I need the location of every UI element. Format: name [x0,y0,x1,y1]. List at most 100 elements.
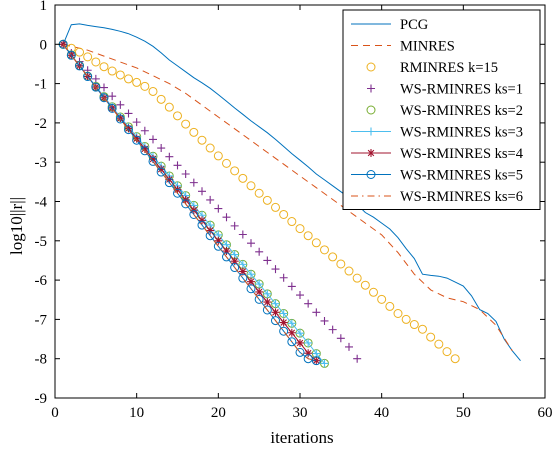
data-point [91,74,100,83]
legend-label: WS-RMINRES ks=5 [400,168,523,184]
data-point [164,102,174,112]
data-point [238,267,247,276]
legend-label: WS-RMINRES ks=1 [400,82,523,98]
data-point [230,250,239,259]
data-point [198,216,206,225]
data-point [173,161,182,170]
data-point [197,220,207,230]
legend-marker [366,170,376,179]
data-point [222,252,231,262]
legend-label: WS-RMINRES ks=6 [400,189,523,205]
data-point [262,195,272,205]
data-point [205,143,215,153]
data-point [254,294,264,304]
series-4 [59,40,362,363]
data-point [385,301,395,311]
legend-entry: WS-RMINRES ks=3 [351,125,523,141]
x-tick-label: 50 [456,405,471,421]
data-point [295,347,305,357]
legend-label: WS-RMINRES ks=4 [400,146,524,162]
data-point [124,109,133,118]
x-tick-label: 60 [538,405,553,421]
data-point [140,144,149,153]
data-point [263,289,272,298]
legend-entry: PCG [351,17,429,33]
data-point [296,338,304,347]
data-point [254,188,264,198]
data-point [311,238,321,248]
series-line [62,44,317,362]
data-point [345,342,353,351]
legend-label: WS-RMINRES ks=2 [400,103,523,119]
data-point [100,83,108,92]
data-point [181,119,191,129]
legend-box [342,9,541,210]
data-point [304,349,313,358]
data-point [115,114,125,124]
data-point [271,308,280,317]
series-line [62,23,521,362]
data-point [116,100,125,109]
data-point [198,187,206,196]
data-point [149,135,157,144]
data-point [214,236,223,245]
x-tick-label: 0 [51,405,59,421]
data-point [296,329,304,338]
data-point [255,280,264,289]
y-tick-label: 1 [40,0,48,14]
data-point [287,217,297,227]
data-point [287,337,297,347]
data-point [336,334,345,343]
data-point [287,328,296,337]
data-point [156,94,166,104]
data-point [75,61,84,71]
data-point [336,259,346,269]
x-tick-label: 30 [293,405,308,421]
data-point [108,92,117,101]
data-point [352,273,362,283]
data-point [247,277,255,286]
y-tick-label: -8 [35,352,48,368]
data-point [426,332,436,342]
y-tick-label: -1 [35,77,48,93]
data-point [132,135,142,145]
data-point [450,354,460,364]
data-point [328,252,338,262]
data-point [320,245,329,255]
data-point [140,81,150,91]
data-point [263,298,272,307]
data-point [181,169,190,178]
data-point [238,230,247,239]
data-point [287,319,296,328]
data-point [165,152,174,161]
data-point [271,265,280,274]
data-point [418,324,427,334]
data-point [434,339,444,349]
data-point [312,356,321,365]
legend-entry: WS-RMINRES ks=2 [366,103,523,119]
data-point [255,247,264,256]
legend-entry: WS-RMINRES ks=1 [367,82,523,98]
data-point [271,202,280,212]
y-tick-label: -6 [35,273,48,289]
legend-marker [367,84,375,93]
data-point [238,173,248,183]
legend-entry: WS-RMINRES ks=5 [351,168,523,184]
data-point [140,146,150,156]
data-point [311,356,321,366]
data-point [116,114,125,123]
data-point [99,62,109,72]
data-point [132,77,142,87]
data-point [157,165,166,174]
legend-label: MINRES [400,39,455,55]
series-9 [62,44,317,362]
data-point [107,66,117,76]
data-point [353,354,362,363]
data-point [206,226,215,235]
data-point [115,70,125,80]
data-point [296,291,304,300]
data-point [360,280,370,290]
data-point [107,103,117,113]
data-point [124,124,133,133]
series-layer [58,23,521,368]
